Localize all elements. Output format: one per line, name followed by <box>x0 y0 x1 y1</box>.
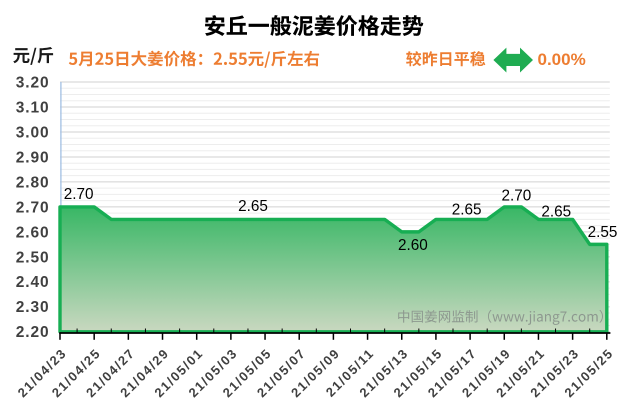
svg-text:2.90: 2.90 <box>16 149 50 166</box>
svg-text:2.30: 2.30 <box>16 299 50 316</box>
svg-text:2.20: 2.20 <box>16 324 50 341</box>
svg-text:2.60: 2.60 <box>16 224 50 241</box>
svg-text:2.70: 2.70 <box>502 188 532 205</box>
svg-text:2.40: 2.40 <box>16 274 50 291</box>
svg-text:2.55: 2.55 <box>588 224 618 241</box>
svg-text:2.65: 2.65 <box>238 198 268 215</box>
svg-text:2.65: 2.65 <box>541 203 571 220</box>
svg-text:2.70: 2.70 <box>64 186 94 203</box>
svg-text:2.60: 2.60 <box>398 237 428 254</box>
svg-text:2.65: 2.65 <box>452 202 482 219</box>
svg-text:3.20: 3.20 <box>16 74 50 91</box>
svg-text:0.00%: 0.00% <box>538 50 586 69</box>
svg-text:3.10: 3.10 <box>16 99 50 116</box>
svg-text:2.70: 2.70 <box>16 199 50 216</box>
svg-text:2.80: 2.80 <box>16 174 50 191</box>
svg-text:3.00: 3.00 <box>16 124 50 141</box>
svg-text:2.50: 2.50 <box>16 249 50 266</box>
